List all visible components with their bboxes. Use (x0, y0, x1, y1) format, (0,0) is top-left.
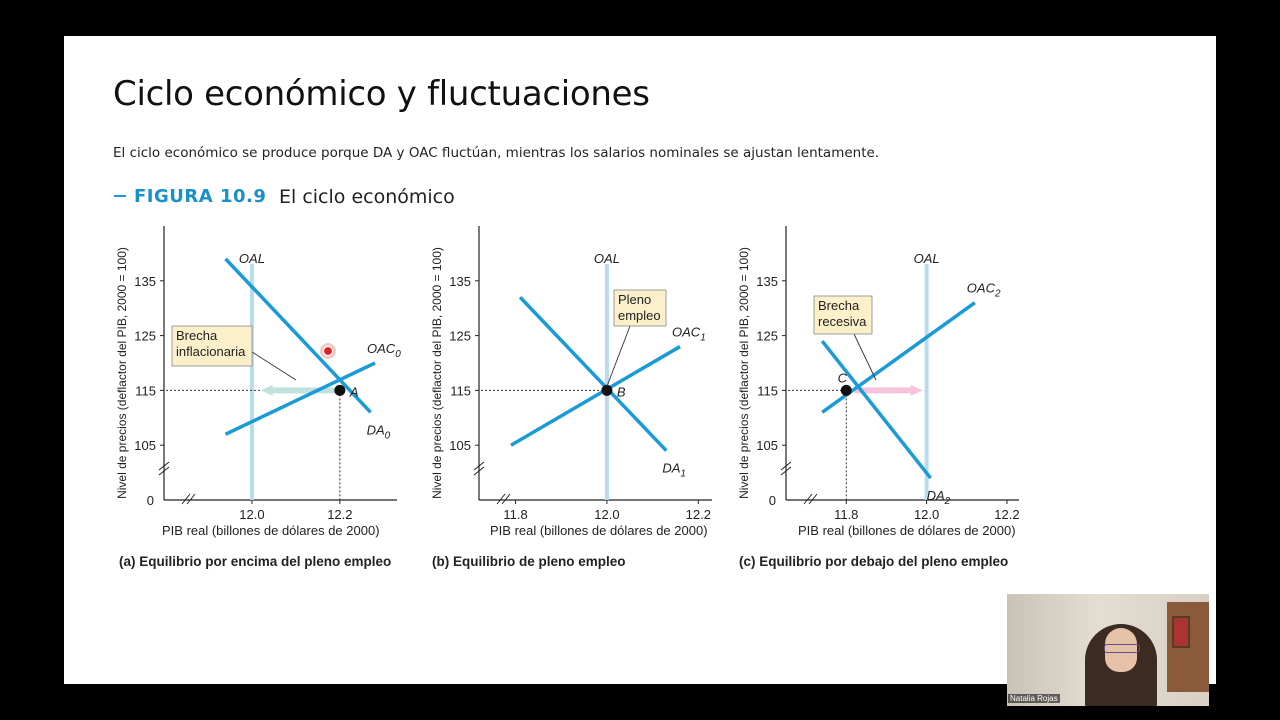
curve-oac (224, 361, 376, 436)
x-axis-label: PIB real (billones de dólares de 2000) (490, 523, 708, 538)
annotation-leader (606, 325, 631, 387)
webcam-face (1105, 628, 1137, 672)
curve-da (224, 257, 372, 414)
annotation-text: recesiva (818, 314, 867, 329)
x-tick-label: 11.8 (503, 507, 527, 522)
webcam-picture-frame (1172, 616, 1190, 648)
annotation-text: inflacionaria (176, 344, 246, 359)
oal-label: OAL (914, 251, 940, 266)
laser-pointer (322, 345, 334, 357)
equilibrium-label: C (838, 370, 848, 385)
y-tick-label: 135 (756, 274, 778, 289)
curve-da (820, 339, 932, 480)
y-tick-label: 125 (134, 329, 156, 344)
annotation-leader (251, 351, 297, 381)
y-axis-break (473, 461, 485, 476)
curve-label-oac: OAC2 (967, 281, 1001, 300)
figure-title: El ciclo económico (279, 186, 455, 208)
y-axis-label: Nivel de precios (deflactor del PIB, 200… (115, 247, 129, 499)
curve-label-oac: OAC0 (367, 341, 401, 360)
webcam-glasses (1104, 644, 1140, 653)
x-tick-label: 12.0 (239, 507, 264, 522)
annotation-text: Brecha (818, 298, 860, 313)
slide: Ciclo económico y fluctuaciones El ciclo… (64, 36, 1216, 684)
webcam-name-label: Natalia Rojas (1008, 694, 1060, 703)
recessionary-gap-arrow (854, 384, 923, 396)
y-tick-label: 125 (449, 329, 471, 344)
curve-label-da: DA1 (662, 461, 686, 480)
equilibrium-label: A (349, 384, 359, 399)
annotation-box (613, 289, 667, 327)
y-axis-break (158, 461, 170, 476)
annotation-box (813, 295, 873, 335)
annotation-text: Brecha (176, 328, 218, 343)
x-tick-label: 12.2 (686, 507, 711, 522)
annotation-box (171, 325, 253, 367)
y-tick-label: 135 (449, 274, 471, 289)
curve-label-da: DA2 (927, 488, 951, 507)
x-axis-break (496, 493, 511, 505)
curve-label-da: DA0 (367, 422, 391, 441)
y-tick-label: 105 (134, 438, 156, 453)
webcam-overlay[interactable]: Natalia Rojas (1007, 594, 1209, 706)
origin-label: 0 (147, 493, 154, 508)
equilibrium-point (601, 384, 613, 396)
x-tick-label: 12.0 (914, 507, 939, 522)
x-axis-break (803, 493, 818, 505)
x-axis-label: PIB real (billones de dólares de 2000) (162, 523, 380, 538)
y-tick-label: 115 (135, 383, 156, 398)
oal-label: OAL (239, 251, 265, 266)
curve-label-oac: OAC1 (672, 325, 706, 344)
y-tick-label: 105 (756, 438, 778, 453)
x-tick-label: 12.2 (994, 507, 1019, 522)
curve-da (518, 296, 668, 452)
origin-label: 0 (769, 493, 776, 508)
panel-caption: (c) Equilibrio por debajo del pleno empl… (739, 554, 1008, 569)
inflationary-gap-arrow (260, 384, 336, 396)
panel-caption: (b) Equilibrio de pleno empleo (432, 554, 626, 569)
x-axis-break (181, 493, 196, 505)
equilibrium-label: B (617, 384, 626, 399)
figure-label: FIGURA 10.9 (134, 186, 267, 207)
curve-oac (510, 345, 681, 447)
equilibrium-point (334, 384, 346, 396)
x-tick-label: 12.0 (594, 507, 619, 522)
annotation-leader (853, 333, 877, 381)
figure-dash (114, 195, 126, 197)
y-axis-label: Nivel de precios (deflactor del PIB, 200… (737, 247, 751, 499)
slide-title: Ciclo económico y fluctuaciones (113, 74, 650, 114)
x-tick-label: 12.2 (327, 507, 352, 522)
y-tick-label: 115 (450, 383, 471, 398)
annotation-text: Pleno (618, 292, 651, 307)
y-tick-label: 125 (756, 329, 778, 344)
oal-label: OAL (594, 251, 620, 266)
x-axis-label: PIB real (billones de dólares de 2000) (798, 523, 1016, 538)
panel-caption: (a) Equilibrio por encima del pleno empl… (119, 554, 391, 569)
annotation-text: empleo (618, 308, 661, 323)
equilibrium-point (840, 384, 852, 396)
y-axis-label: Nivel de precios (deflactor del PIB, 200… (430, 247, 444, 499)
y-tick-label: 115 (757, 383, 778, 398)
slide-subtitle: El ciclo económico se produce porque DA … (113, 145, 880, 161)
x-tick-label: 11.8 (834, 507, 858, 522)
y-tick-label: 105 (449, 438, 471, 453)
y-axis-break (780, 461, 792, 476)
y-tick-label: 135 (134, 274, 156, 289)
